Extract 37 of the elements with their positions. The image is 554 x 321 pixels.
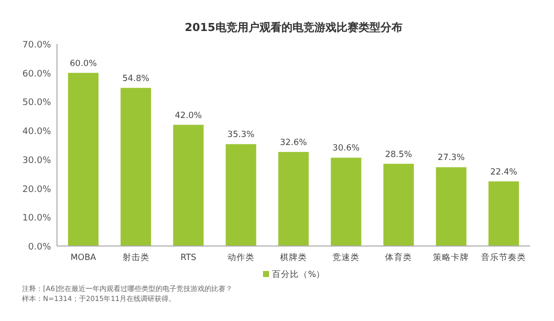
bar — [383, 164, 414, 246]
y-tick-label: 70.0% — [22, 40, 52, 50]
bar — [120, 88, 152, 246]
y-tick-label: 50.0% — [22, 98, 52, 108]
data-label: 54.8% — [122, 74, 150, 84]
data-label: 60.0% — [70, 58, 97, 69]
data-label: 27.3% — [438, 153, 465, 164]
x-tick-label: 体育类 — [385, 252, 412, 263]
data-label: 42.0% — [174, 110, 202, 121]
bar — [330, 158, 362, 246]
data-label: 28.5% — [385, 150, 412, 160]
y-tick-label: 30.0% — [22, 156, 52, 166]
x-tick-label: 音乐节奏类 — [481, 252, 526, 263]
data-label: 30.6% — [332, 144, 360, 154]
data-label: 32.6% — [280, 138, 308, 148]
x-tick-label: 竞速类 — [332, 252, 360, 263]
bar — [173, 124, 204, 246]
y-tick-label: 20.0% — [22, 184, 52, 195]
bar — [436, 167, 466, 246]
chart-title: 2015电竞用户观看的电竞游戏比赛类型分布 — [184, 21, 402, 34]
bar — [226, 144, 256, 246]
x-tick-label: MOBA — [70, 253, 96, 263]
x-tick-label: RTS — [180, 253, 196, 263]
y-tick-label: 60.0% — [22, 69, 52, 80]
x-tick-label: 动作类 — [227, 252, 254, 263]
y-tick-label: 10.0% — [22, 214, 52, 224]
bar — [278, 152, 309, 246]
legend-label: 百分比（%） — [272, 269, 326, 280]
x-tick-label: 射击类 — [122, 252, 150, 263]
y-tick-label: 0.0% — [28, 242, 52, 252]
y-tick-label: 40.0% — [22, 127, 52, 138]
x-tick-label: 策略卡牌 — [433, 252, 470, 263]
bar — [68, 72, 99, 246]
bar — [488, 181, 519, 246]
data-label: 22.4% — [490, 167, 518, 178]
x-tick-label: 棋牌类 — [280, 252, 307, 263]
data-label: 35.3% — [227, 130, 254, 140]
